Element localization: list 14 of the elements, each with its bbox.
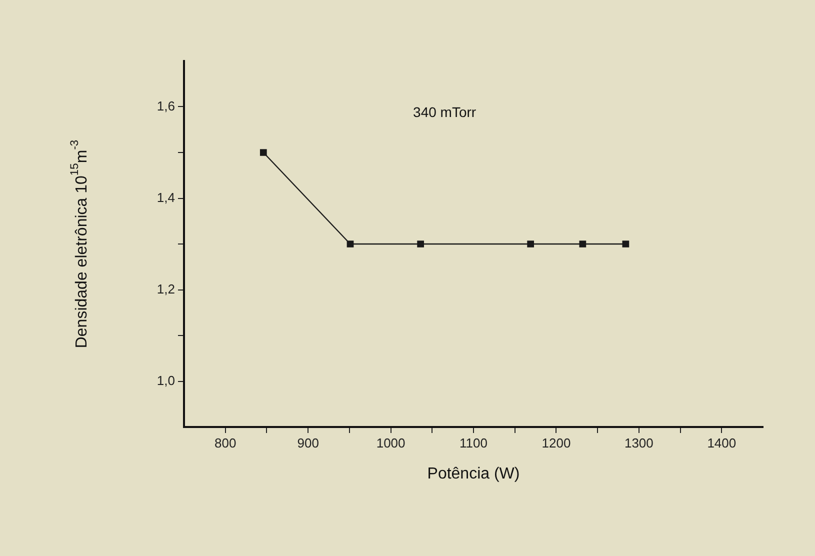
- y-tick-label: 1,2: [156, 281, 175, 296]
- x-tick-label: 1100: [460, 435, 488, 450]
- annotation: 340 mTorr: [413, 104, 476, 120]
- x-tick-label: 1400: [707, 435, 736, 450]
- x-tick-label: 1200: [542, 435, 571, 450]
- y-tick-label: 1,6: [156, 98, 175, 114]
- x-axis-title: Potência (W): [427, 465, 520, 482]
- y-tick-label: 1,4: [156, 190, 175, 205]
- y-tick-label: 1,0: [156, 372, 175, 388]
- x-tick-label: 900: [297, 435, 319, 450]
- x-tick-label: 800: [214, 435, 236, 450]
- x-tick-label: 1300: [624, 435, 654, 450]
- y-axis-title: Densidade eletrônica 1015m-3: [68, 140, 90, 348]
- x-tick-label: 1000: [376, 435, 406, 450]
